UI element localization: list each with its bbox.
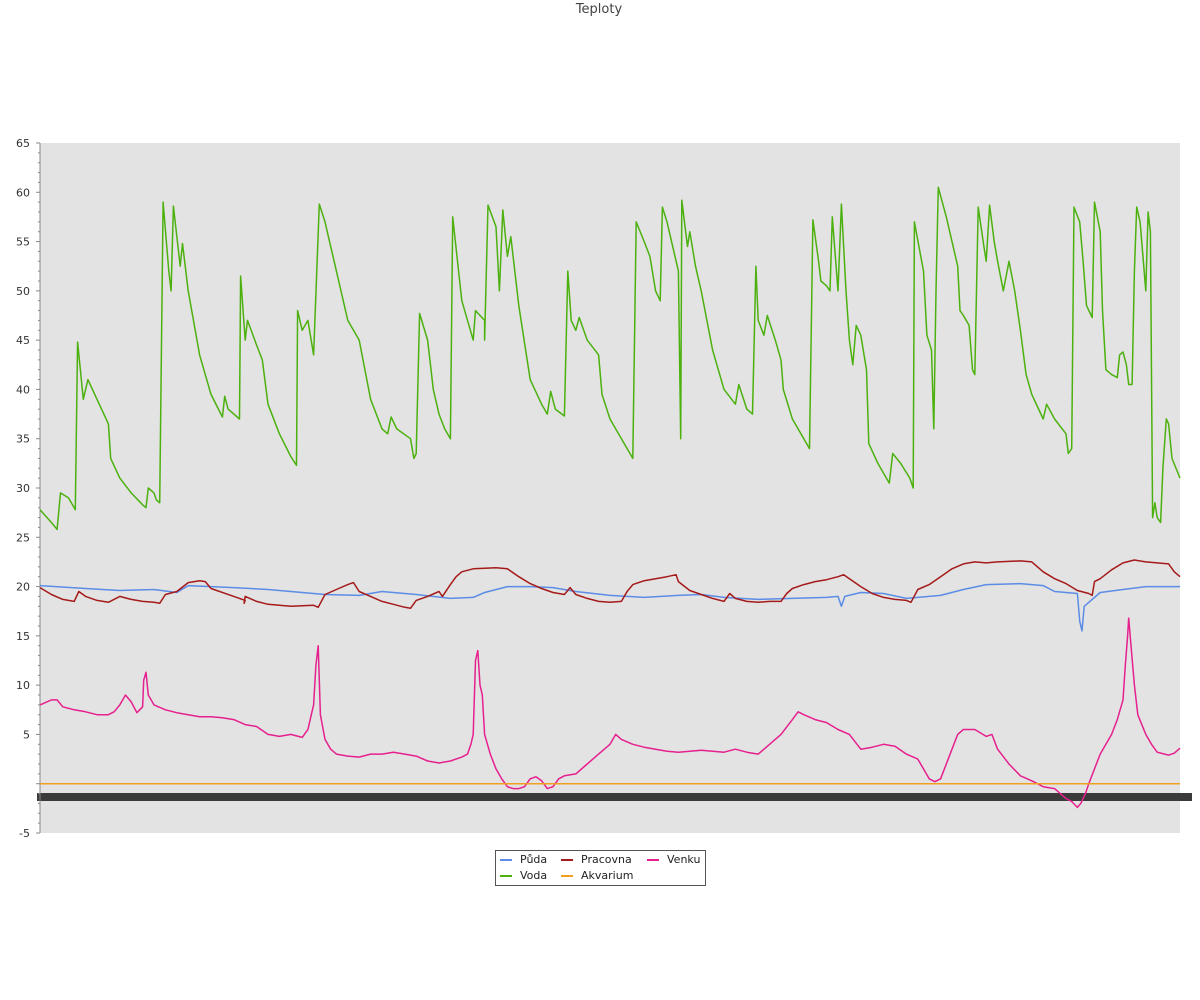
- legend: Půda Pracovna Venku Voda Akvarium: [495, 850, 706, 886]
- legend-swatch-akvarium: [561, 875, 573, 877]
- y-tick-label: 55: [16, 236, 30, 249]
- y-tick-label: 50: [16, 285, 30, 298]
- legend-swatch-puda: [500, 859, 512, 861]
- y-tick-label: 20: [16, 581, 30, 594]
- y-tick-label: 35: [16, 433, 30, 446]
- legend-item-pracovna: Pracovna: [561, 853, 632, 867]
- y-tick-label: 65: [16, 137, 30, 150]
- x-axis-tick-band: [37, 793, 1192, 801]
- y-tick-label: 15: [16, 630, 30, 643]
- y-tick-label: 25: [16, 531, 30, 544]
- series-line-pracovna: [39, 559, 1181, 610]
- legend-item-puda: Půda: [500, 853, 547, 867]
- series-line-voda: [39, 186, 1181, 531]
- legend-label-voda: Voda: [520, 869, 548, 882]
- y-tick-label: -5: [19, 827, 30, 840]
- x-axis: [37, 793, 1192, 801]
- legend-swatch-voda: [500, 875, 512, 877]
- legend-swatch-pracovna: [561, 859, 573, 861]
- legend-item-voda: Voda: [500, 869, 547, 883]
- legend-label-venku: Venku: [667, 853, 701, 866]
- legend-swatch-venku: [647, 859, 659, 861]
- legend-label-puda: Půda: [520, 853, 548, 866]
- legend-label-pracovna: Pracovna: [581, 853, 632, 866]
- chart-title: Teploty: [575, 2, 623, 17]
- y-tick-label: 5: [23, 728, 30, 741]
- y-axis: -5 5 10 15 20 25 30 35 40 45 50 55 60 65: [16, 137, 41, 840]
- series-line-venku: [39, 617, 1181, 809]
- y-tick-label: 40: [16, 383, 30, 396]
- series-line-pda: [39, 582, 1180, 632]
- series-layer: [39, 186, 1181, 809]
- y-tick-label: 30: [16, 482, 30, 495]
- y-tick-label: 60: [16, 186, 30, 199]
- y-tick-label: 10: [16, 679, 30, 692]
- legend-item-akvarium: Akvarium: [561, 869, 633, 883]
- y-tick-label: 45: [16, 334, 30, 347]
- plot-background: [40, 143, 1180, 833]
- legend-item-venku: Venku: [647, 853, 700, 867]
- legend-label-akvarium: Akvarium: [581, 869, 634, 882]
